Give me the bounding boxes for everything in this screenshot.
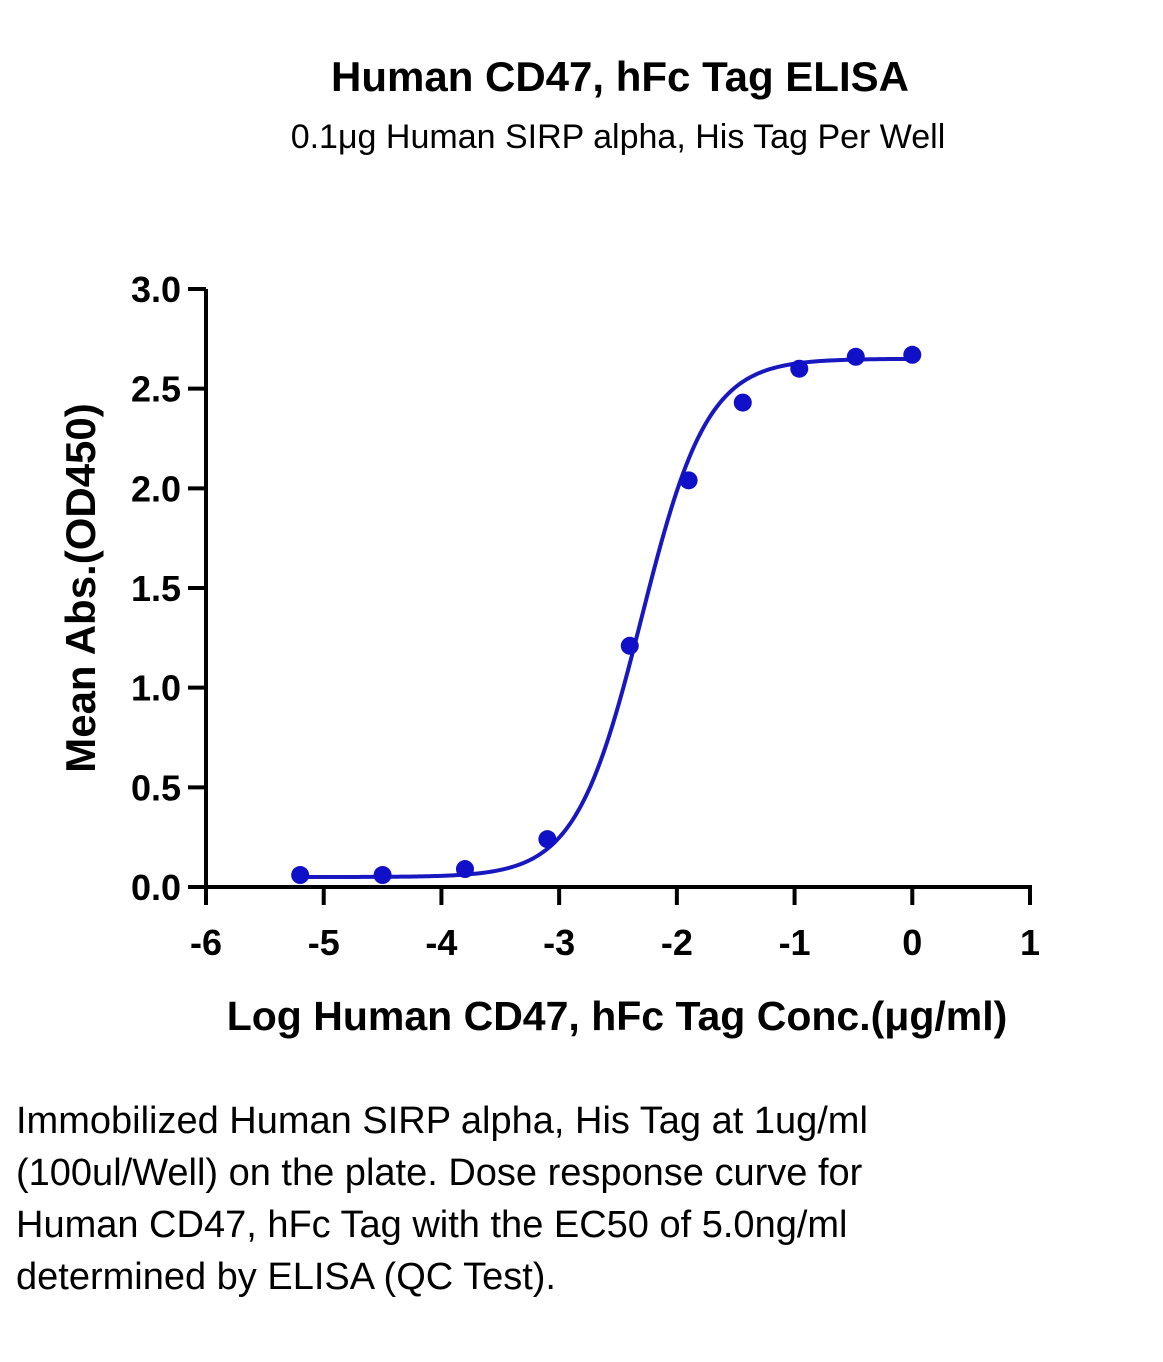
- data-point: [455, 860, 474, 879]
- x-tick-label: -2: [661, 922, 693, 963]
- y-tick-label: 1.0: [131, 668, 181, 709]
- data-point: [903, 345, 922, 364]
- x-tick-label: -5: [308, 922, 340, 963]
- x-tick-label: -1: [779, 922, 811, 963]
- y-tick-label: 2.5: [131, 369, 181, 410]
- figure-caption: Immobilized Human SIRP alpha, His Tag at…: [16, 1100, 868, 1298]
- x-axis-label: Log Human CD47, hFc Tag Conc.(μg/ml): [227, 993, 1008, 1039]
- x-tick-label: 0: [902, 922, 922, 963]
- y-axis-label: Mean Abs.(OD450): [57, 403, 104, 773]
- x-tick-label: -4: [425, 922, 457, 963]
- y-tick-label: 1.5: [131, 568, 181, 609]
- data-point: [679, 471, 698, 490]
- data-points-layer: [291, 345, 922, 885]
- data-point: [846, 347, 865, 366]
- axes: 0.0 0.5 1.0 1.5 2.0 2.5 3.0 -6 -5 -4 -3 -2 -1 0 1: [131, 269, 1040, 963]
- x-tick-label: -6: [190, 922, 222, 963]
- data-point: [620, 636, 639, 655]
- dose-response-chart: 0.0 0.5 1.0 1.5 2.0 2.5 3.0 -6 -5 -4 -3 -2 -1 0 1 Mean…: [57, 269, 1040, 1039]
- y-tick-label: 3.0: [131, 269, 181, 310]
- x-tick-label: 1: [1020, 922, 1040, 963]
- fit-curve: [300, 356, 913, 880]
- chart-title: Human CD47, hFc Tag ELISA: [331, 53, 909, 100]
- data-point: [373, 866, 392, 885]
- data-point: [538, 830, 557, 849]
- y-tick-label: 0.0: [131, 867, 181, 908]
- fit-curve-layer: [300, 356, 913, 880]
- x-tick-label: -3: [543, 922, 575, 963]
- y-tick-label: 0.5: [131, 767, 181, 808]
- data-point: [790, 359, 809, 378]
- y-tick-label: 2.0: [131, 468, 181, 509]
- data-point: [733, 393, 752, 412]
- data-point: [291, 866, 310, 885]
- chart-subtitle: 0.1μg Human SIRP alpha, His Tag Per Well: [290, 118, 946, 156]
